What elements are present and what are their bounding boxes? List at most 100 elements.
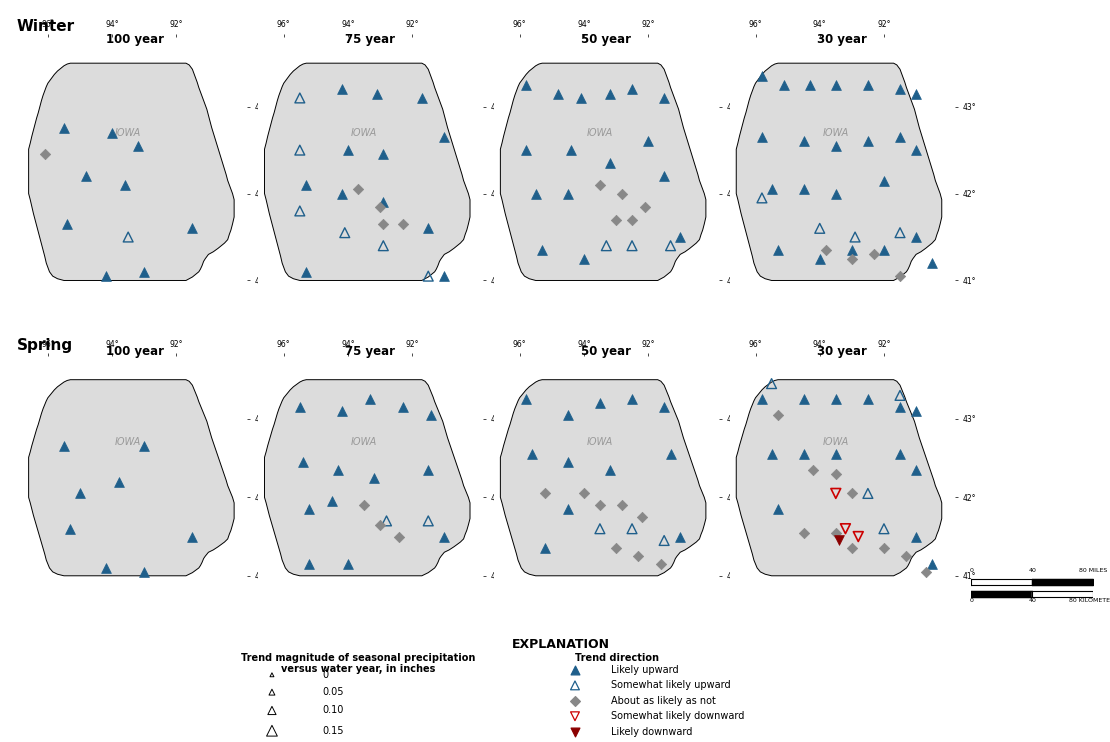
Point [374,218,392,230]
Text: Trend magnitude of seasonal precipitation
versus water year, in inches: Trend magnitude of seasonal precipitatio… [241,653,476,674]
Point [575,487,593,499]
Point [907,464,925,476]
Point [263,669,281,680]
Point [78,170,95,182]
Point [183,223,201,234]
Point [559,503,577,515]
Text: Trend direction: Trend direction [575,653,659,663]
Point [566,680,584,692]
Point [339,144,356,156]
Text: 30 year: 30 year [817,345,867,358]
Point [652,558,669,570]
Point [817,244,835,256]
Text: 100 year: 100 year [105,33,163,47]
Point [655,170,673,182]
Point [655,534,673,546]
Text: 0.15: 0.15 [323,726,344,736]
Point [623,214,640,226]
Point [323,496,341,508]
Point [533,244,551,256]
Point [827,468,845,480]
Point [517,79,535,91]
Text: Likely upward: Likely upward [612,665,678,675]
Point [827,79,845,91]
Point [907,144,925,156]
Point [291,205,309,217]
Point [420,270,437,282]
Point [330,464,347,476]
Point [601,157,618,169]
Point [394,218,412,230]
Text: 0.05: 0.05 [323,687,344,697]
Point [423,409,441,421]
Point [623,523,640,535]
Text: 0: 0 [969,598,973,603]
Point [517,144,535,156]
Text: 0: 0 [323,670,329,680]
Text: 75 year: 75 year [345,33,395,47]
Point [849,531,867,542]
Text: IOWA: IOWA [115,438,141,447]
Text: 40: 40 [1028,598,1037,603]
Point [795,527,813,539]
Point [639,136,657,148]
Point [524,448,542,460]
Text: EXPLANATION: EXPLANATION [512,638,609,651]
Point [795,183,813,195]
Point [763,448,780,460]
Polygon shape [264,63,470,280]
Point [559,456,577,468]
Point [297,179,315,191]
Point [591,179,608,191]
Point [562,144,579,156]
Point [56,441,73,453]
Point [672,531,689,542]
Point [135,566,153,578]
Point [891,448,909,460]
Point [662,448,679,460]
Point [811,253,829,265]
Point [891,227,909,239]
Point [875,244,892,256]
Point [623,393,640,405]
Point [753,70,770,82]
Point [374,148,392,160]
Point [36,148,53,160]
Point [907,231,925,243]
Point [119,231,137,243]
Point [566,695,584,706]
Point [827,448,845,460]
Point [435,531,453,542]
Point [846,231,864,243]
Point [183,531,201,542]
Text: IOWA: IOWA [351,128,377,138]
Point [607,214,625,226]
Point [336,227,354,239]
Point [891,401,909,413]
Point [753,192,770,204]
Point [769,409,787,421]
Point [333,405,351,417]
Point [591,523,608,535]
Point [924,558,941,570]
Point [135,441,153,453]
Point [924,257,941,269]
Polygon shape [501,63,706,280]
Point [377,515,395,527]
Point [103,127,121,139]
Point [830,534,848,546]
Text: IOWA: IOWA [115,128,141,138]
Text: 0.10: 0.10 [323,706,344,715]
Point [655,401,673,413]
Point [672,231,689,243]
Point [629,551,647,562]
Point [369,88,386,99]
Point [623,83,640,95]
Text: IOWA: IOWA [823,438,849,447]
Point [769,244,787,256]
Point [420,515,437,527]
Point [394,401,412,413]
Point [56,122,73,134]
Point [917,566,935,578]
Point [566,710,584,722]
